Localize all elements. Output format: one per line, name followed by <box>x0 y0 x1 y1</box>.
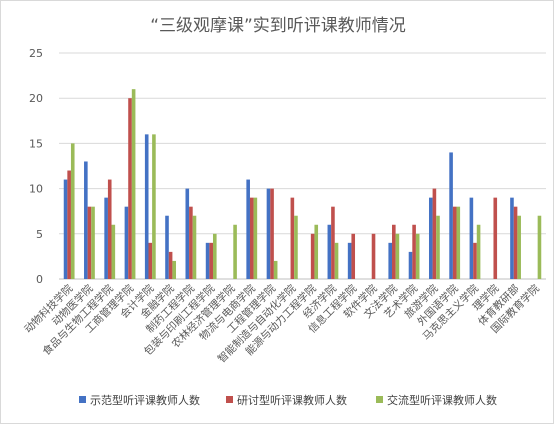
bar-2 <box>473 242 477 279</box>
bar-3 <box>253 197 258 279</box>
bar-2 <box>452 206 457 279</box>
bar-2 <box>168 251 173 279</box>
bar-1 <box>63 179 68 279</box>
bar-3 <box>70 143 75 279</box>
bar-3 <box>537 215 542 279</box>
bar-2 <box>310 233 315 279</box>
bar-2 <box>209 242 213 279</box>
bar-3 <box>131 89 136 279</box>
bar-2 <box>351 233 356 279</box>
bar-3 <box>111 224 116 279</box>
bar-1 <box>165 215 169 279</box>
bar-1 <box>246 179 250 279</box>
bar-1 <box>449 152 453 279</box>
bar-3 <box>456 206 461 279</box>
bar-2 <box>107 179 112 279</box>
y-tick-label: 15 <box>29 137 43 150</box>
bar-2 <box>331 206 335 279</box>
y-tick-label: 20 <box>29 92 43 105</box>
bar-1 <box>469 197 474 279</box>
legend-swatch <box>376 396 383 403</box>
bar-1 <box>347 242 352 279</box>
bar-1 <box>144 134 149 279</box>
bar-1 <box>388 242 393 279</box>
bar-1 <box>185 188 190 279</box>
bar-2 <box>128 98 132 279</box>
bar-3 <box>212 233 217 279</box>
legend-swatch <box>226 396 233 403</box>
bar-3 <box>91 206 95 279</box>
bar-3 <box>172 260 177 279</box>
bar-3 <box>314 224 319 279</box>
bar-2 <box>87 206 92 279</box>
bar-3 <box>152 134 156 279</box>
bar-3 <box>273 260 278 279</box>
bar-1 <box>205 242 210 279</box>
bar-3 <box>294 215 298 279</box>
bar-3 <box>334 242 339 279</box>
y-tick-label: 5 <box>36 228 43 241</box>
bar-3 <box>436 215 440 279</box>
legend-label: 示范型听评课教师人数 <box>90 393 200 407</box>
bar-2 <box>513 206 518 279</box>
bar-2 <box>290 197 295 279</box>
bar-1 <box>104 197 108 279</box>
bar-1 <box>84 161 88 279</box>
bar-2 <box>189 206 193 279</box>
bar-2 <box>412 224 416 279</box>
bar-1 <box>428 197 433 279</box>
y-tick-label: 25 <box>29 47 43 60</box>
bar-1 <box>266 188 271 279</box>
bar-2 <box>148 242 153 279</box>
bar-3 <box>517 215 521 279</box>
bar-2 <box>432 188 437 279</box>
bar-2 <box>270 188 274 279</box>
bar-2 <box>249 197 254 279</box>
bar-2 <box>392 224 396 279</box>
bar-2 <box>67 170 71 279</box>
bar-2 <box>371 233 376 279</box>
bar-3 <box>476 224 481 279</box>
bar-3 <box>233 224 237 279</box>
bar-3 <box>192 215 197 279</box>
y-tick-label: 10 <box>29 183 43 196</box>
legend-label: 交流型听评课教师人数 <box>387 393 497 407</box>
y-tick-label: 0 <box>36 273 43 286</box>
bar-1 <box>327 224 332 279</box>
chart-title: “三级观摩课”实到听评课教师情况 <box>150 16 406 36</box>
bar-1 <box>124 206 129 279</box>
legend-label: 研讨型听评课教师人数 <box>237 393 347 407</box>
legend-swatch <box>79 396 86 403</box>
bar-2 <box>493 197 498 279</box>
bar-1 <box>510 197 514 279</box>
bar-3 <box>415 233 420 279</box>
bar-1 <box>408 251 413 279</box>
bar-3 <box>395 233 400 279</box>
